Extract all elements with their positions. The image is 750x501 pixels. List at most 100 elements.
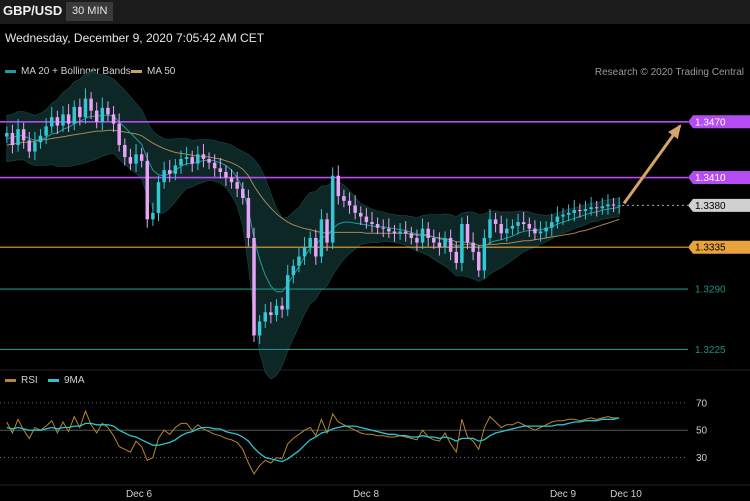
candle-body — [72, 106, 76, 124]
price-tag-1.3380 — [688, 198, 750, 212]
candle-body — [162, 170, 166, 183]
legend-rsi-label: RSI — [21, 375, 38, 386]
candle-body — [347, 200, 352, 206]
candle-body — [493, 219, 498, 224]
candle-body — [578, 210, 582, 212]
candle-body — [398, 231, 402, 234]
symbol-label: GBP/USD — [3, 3, 63, 18]
candle-body — [426, 228, 430, 238]
candle-body — [420, 228, 425, 243]
legend-ma20: MA 20 + Bollinger Bands — [5, 66, 131, 77]
candle-body — [465, 224, 470, 243]
candle-body — [218, 168, 223, 172]
price-tag-label: 1.3290 — [695, 285, 726, 296]
candle-body — [263, 312, 267, 322]
candle-body — [550, 222, 554, 228]
candle-body — [375, 224, 380, 228]
candle-body — [583, 209, 588, 211]
candle-body — [33, 142, 37, 152]
candle-body — [448, 237, 453, 252]
timestamp: Wednesday, December 9, 2020 7:05:42 AM C… — [5, 31, 265, 45]
price-tag-label: 1.3225 — [695, 345, 726, 356]
candle-body — [139, 154, 144, 161]
ma50-line — [6, 129, 620, 246]
price-tag-label: 1.3335 — [695, 243, 726, 254]
candle-body — [123, 145, 127, 158]
candle-body — [16, 129, 20, 146]
candle-body — [499, 224, 503, 234]
price-tag-1.3410 — [688, 171, 750, 185]
candle-body — [50, 117, 54, 127]
candle-body — [117, 123, 121, 146]
candle-body — [594, 207, 599, 209]
x-tick-label: Dec 10 — [610, 489, 642, 500]
ma20-swatch — [5, 70, 16, 73]
candle-body — [66, 114, 71, 124]
candle-body — [235, 182, 239, 189]
legend-9ma-label: 9MA — [64, 375, 85, 386]
candle-body — [510, 225, 515, 229]
candle-body — [145, 160, 150, 220]
candle-body — [128, 157, 133, 164]
candle-body — [454, 251, 459, 264]
candle-body — [106, 107, 110, 115]
projection-arrow-head — [668, 124, 682, 139]
candle-body — [78, 106, 82, 118]
legend-9ma: 9MA — [48, 375, 85, 386]
candle-body — [302, 247, 307, 257]
price-tag-1.3470 — [688, 115, 750, 129]
candle-body — [325, 219, 329, 243]
x-tick-label: Dec 8 — [353, 489, 380, 500]
candle-body — [38, 135, 43, 143]
candle-body — [432, 237, 436, 243]
rsi-tick-label: 70 — [696, 398, 708, 409]
candle-body — [516, 222, 520, 226]
candle-body — [527, 224, 532, 229]
x-tick-label: Dec 9 — [550, 489, 577, 500]
projection-arrow-shaft — [622, 124, 682, 205]
credit-text: Research © 2020 Trading Central — [594, 67, 744, 78]
candle-body — [533, 228, 537, 234]
price-tag-1.3335 — [688, 240, 750, 254]
candle-body — [370, 222, 374, 224]
candle-body — [606, 204, 610, 207]
candle-body — [359, 212, 363, 217]
candle-body — [319, 219, 324, 257]
candle-body — [285, 275, 290, 310]
candle-body — [44, 126, 48, 136]
candle-body — [207, 158, 211, 163]
rsi-swatch — [5, 379, 16, 382]
candle-body — [5, 132, 9, 137]
candle-body — [212, 162, 217, 169]
candle-body — [89, 98, 93, 111]
candle-body — [617, 205, 621, 207]
candle-body — [409, 233, 414, 238]
legend-ma20-label: MA 20 + Bollinger Bands — [21, 66, 131, 77]
bollinger-band — [6, 71, 620, 380]
candle-body — [437, 242, 442, 248]
candle-body — [269, 312, 273, 316]
toolbar: GBP/USD 30 MIN — [0, 0, 750, 24]
rsi-tick-label: 30 — [696, 453, 708, 464]
ma20-line — [6, 114, 620, 293]
rsi-line — [6, 409, 620, 475]
candle-body — [544, 227, 548, 232]
candle-body — [27, 140, 32, 152]
x-tick-label: Dec 6 — [126, 489, 153, 500]
candle-body — [505, 228, 509, 234]
candle-body — [83, 98, 88, 118]
candle-body — [184, 157, 189, 159]
ma50-swatch — [131, 70, 142, 73]
candle-body — [392, 231, 397, 234]
timeframe-button[interactable]: 30 MIN — [66, 2, 114, 21]
candle-body — [257, 321, 262, 336]
candle-body — [443, 237, 447, 248]
candle-body — [10, 132, 15, 146]
rsi-ma-line — [6, 417, 620, 463]
candle-body — [308, 237, 312, 248]
candle-body — [521, 222, 526, 224]
candle-body — [21, 129, 26, 141]
candle-body — [252, 237, 256, 336]
